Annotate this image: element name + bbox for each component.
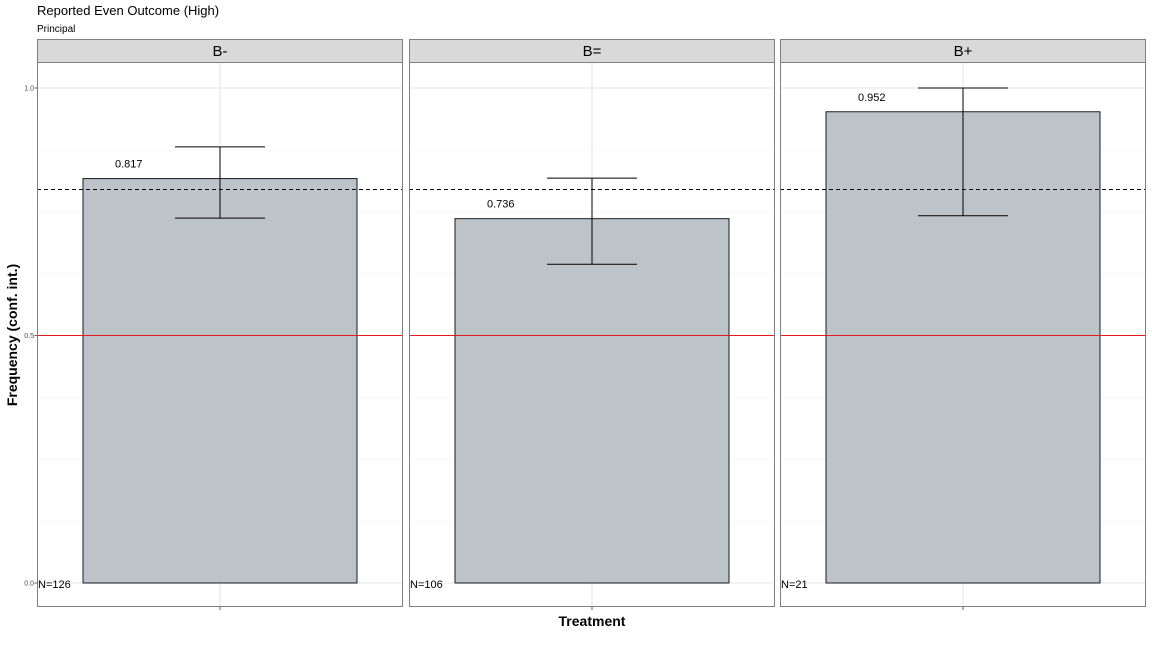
chart-title: Reported Even Outcome (High) [37,3,219,18]
facet-panels: 0.0 0.5 1.0 0.817 N=126 B- 0.736 N=106 B= 0.952 N=… [24,39,1146,610]
facet-strip [780,39,1146,63]
y-tick-label: 0.5 [24,333,34,340]
value-label: 0.736 [487,199,515,211]
y-axis-title: Frequency (conf. int.) [4,264,20,406]
facet-strip [409,39,775,63]
n-label: N=21 [781,579,808,591]
facet-panel-3: 0.952 N=21 B+ [780,39,1146,610]
n-label: N=106 [410,579,443,591]
n-label: N=126 [38,579,71,591]
facet-panel-1: 0.817 N=126 B- [37,39,403,610]
y-tick-label: 0.0 [24,581,34,588]
chart-subtitle: Principal [37,24,75,35]
facet-strip-label: B+ [954,43,973,60]
facet-strip [37,39,403,63]
value-label: 0.817 [115,159,143,171]
value-label: 0.952 [858,92,886,104]
facet-strip-label: B- [213,43,228,60]
facet-panel-2: 0.736 N=106 B= [409,39,775,610]
bar [82,178,358,584]
facet-strip-label: B= [583,43,602,60]
y-tick-label: 1.0 [24,86,34,93]
bar [454,218,730,584]
x-axis-title: Treatment [559,613,626,629]
